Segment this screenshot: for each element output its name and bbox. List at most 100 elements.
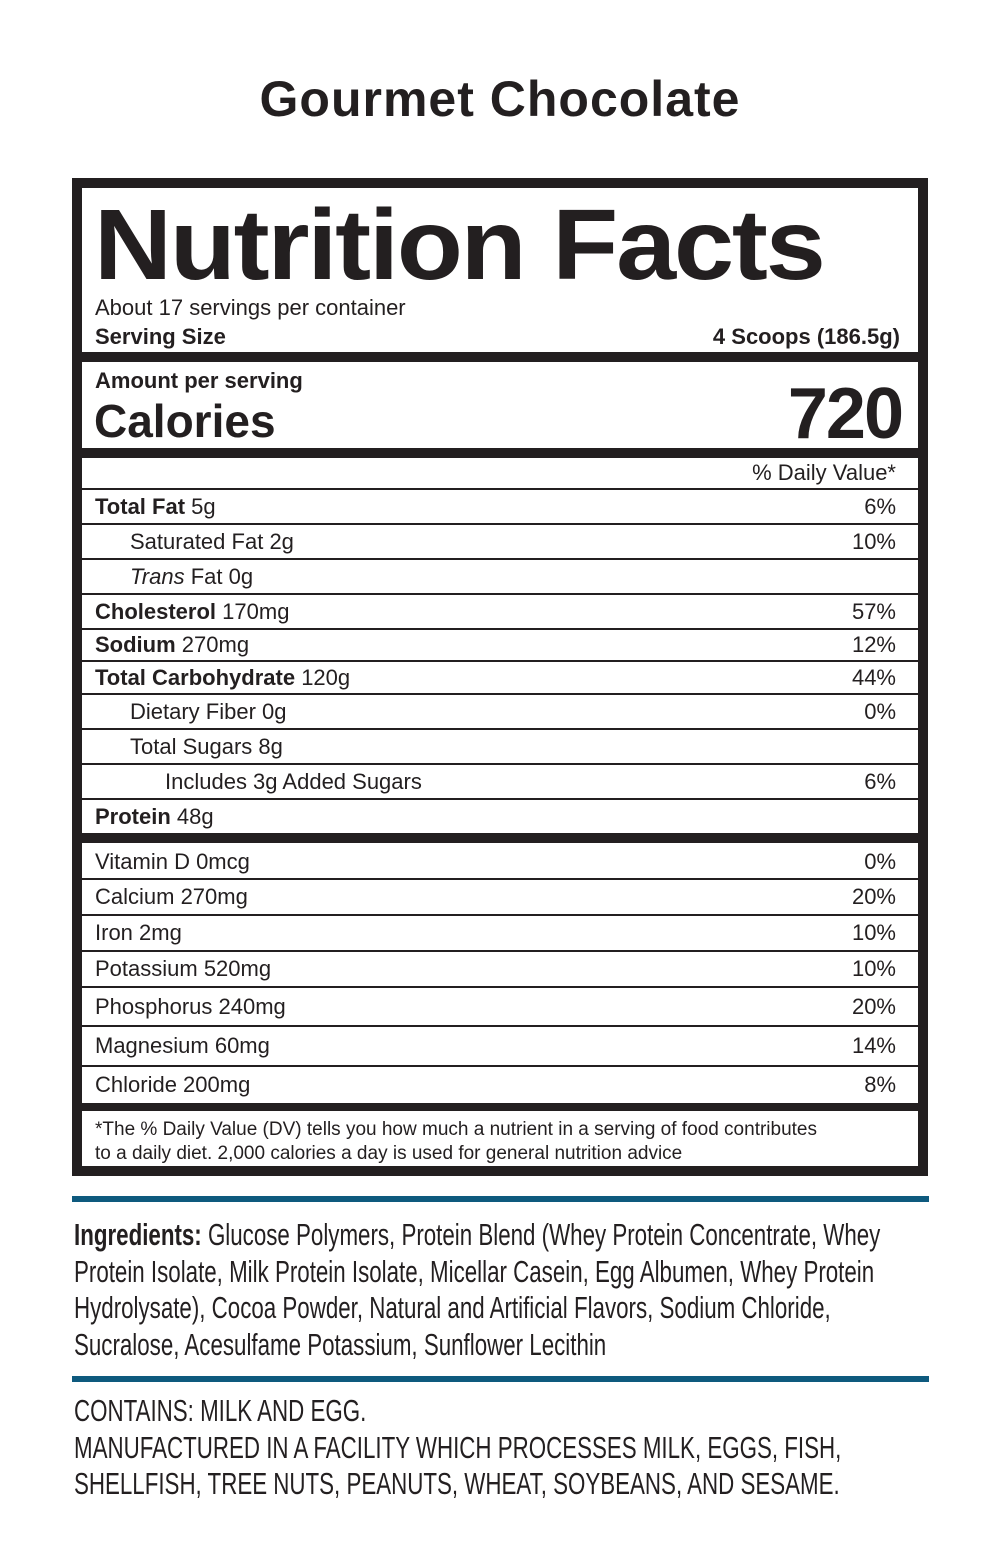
nutrient-label: Total Carbohydrate 120g [95,665,350,691]
nutrient-daily-value: 6% [864,493,896,519]
row-divider [82,488,918,490]
nutrient-label: Sodium 270mg [95,632,249,658]
thick-divider [82,448,918,458]
nutrient-name-suffix: Fat [190,563,223,589]
nutrient-row: Total Fat 5g 6% [82,490,918,523]
nutrient-label: Total Sugars 8g [130,734,283,760]
nutrient-label: Total Fat 5g [95,494,216,520]
nutrient-name: Total Fat [95,493,186,519]
nutrient-row: Total Sugars 8g [82,730,918,763]
nutrient-name: Cholesterol [95,598,217,624]
vitamin-daily-value: 10% [851,956,896,981]
nutrient-amount: 170mg [222,598,290,624]
nutrient-label: Dietary Fiber 0g [130,699,287,725]
row-divider [82,914,918,916]
row-divider [82,950,918,952]
vitamin-daily-value: 8% [864,1072,896,1097]
nutrient-name: Dietary Fiber [130,698,256,724]
serving-size-value: 4 Scoops (186.5g) [712,324,900,349]
row-divider [82,593,918,595]
nutrient-daily-value: 0% [864,698,896,724]
row-divider [82,986,918,988]
nutrient-name: Includes 3g Added Sugars [165,768,422,794]
vitamin-name: Potassium 520mg [95,956,272,981]
nutrient-name: Protein [95,803,171,829]
nutrient-amount: 8g [258,733,283,759]
thick-divider [82,352,918,362]
vitamin-name: Magnesium 60mg [95,1033,270,1058]
nutrient-row: Protein 48g [82,800,918,833]
vitamin-row: Vitamin D 0mcg 0% [82,845,918,878]
nutrient-daily-value: 10% [851,528,896,554]
nutrient-amount: 0g [228,563,254,589]
nutrient-row: Includes 3g Added Sugars 6% [82,765,918,798]
serving-size-label: Serving Size [95,324,226,349]
daily-value-header-row: % Daily Value* [82,458,918,488]
nutrient-daily-value: 6% [864,768,896,794]
row-divider [82,763,918,765]
nutrient-name: Sodium [95,632,176,657]
nutrition-facts-title: Nutrition Facts [94,189,826,301]
nutrient-amount: 2g [269,528,294,554]
vitamin-name: Vitamin D 0mcg [95,848,250,874]
footnote: *The % Daily Value (DV) tells you how mu… [95,1118,817,1166]
nutrient-daily-value: 57% [851,598,896,624]
vitamin-row: Chloride 200mg 8% [82,1067,918,1103]
vitamin-row: Iron 2mg 10% [82,916,918,950]
nutrient-label: Protein 48g [95,804,214,830]
vitamin-row: Calcium 270mg 20% [82,880,918,914]
nutrient-name: Trans [130,563,185,589]
allergens: CONTAINS: MILK AND EGG. MANUFACTURED IN … [74,1393,931,1503]
thick-divider [82,833,918,843]
row-divider [82,693,918,695]
vitamin-name: Calcium 270mg [95,884,248,909]
vitamin-name: Iron 2mg [95,920,182,945]
calories-value: 720 [787,374,904,454]
vitamin-daily-value: 10% [851,920,896,945]
nutrient-row: Trans Fat 0g [82,560,918,593]
row-divider [82,660,918,662]
nutrient-amount: 48g [176,803,214,829]
nutrient-amount: 120g [301,664,351,690]
row-divider [82,798,918,800]
vitamin-daily-value: 14% [851,1033,896,1058]
ingredients: Ingredients: Glucose Polymers, Protein B… [74,1217,931,1363]
ingredients-text: Glucose Polymers, Protein Blend (Whey Pr… [74,1217,881,1362]
facility-statement: MANUFACTURED IN A FACILITY WHICH PROCESS… [74,1429,842,1502]
servings-per-container: About 17 servings per container [95,295,406,320]
daily-value-header: % Daily Value* [752,460,896,485]
vitamin-name: Chloride 200mg [95,1072,251,1097]
nutrient-amount: 5g [191,493,216,519]
vitamin-row: Potassium 520mg 10% [82,952,918,986]
nutrient-name: Saturated Fat [130,528,264,554]
accent-rule [72,1376,929,1382]
footnote-line: to a daily diet. 2,000 calories a day is… [95,1143,683,1164]
nutrient-label: Cholesterol 170mg [95,599,289,625]
row-divider [82,728,918,730]
vitamin-row: Phosphorus 240mg 20% [82,988,918,1025]
accent-rule [72,1196,929,1202]
nutrient-daily-value: 44% [851,664,896,690]
nutrient-daily-value: 12% [851,632,896,657]
row-divider [82,1065,918,1067]
nutrient-row: Sodium 270mg 12% [82,630,918,660]
nutrient-amount: 270mg [181,632,250,657]
row-divider [82,878,918,880]
vitamin-name: Phosphorus 240mg [95,993,286,1019]
nutrient-label: Saturated Fat 2g [130,529,294,555]
nutrient-row: Saturated Fat 2g 10% [82,525,918,558]
nutrient-name: Total Sugars [130,733,253,759]
nutrition-facts-panel [72,178,928,1176]
footnote-line: *The % Daily Value (DV) tells you how mu… [95,1119,817,1140]
nutrient-label: Trans Fat 0g [130,564,253,590]
nutrient-row: Dietary Fiber 0g 0% [82,695,918,728]
row-divider [82,523,918,525]
row-divider [82,558,918,560]
thick-divider [82,1103,918,1111]
nutrient-row: Total Carbohydrate 120g 44% [82,662,918,693]
product-name: Gourmet Chocolate [259,71,741,127]
vitamin-daily-value: 20% [851,884,896,909]
contains-statement: CONTAINS: MILK AND EGG. [74,1393,367,1428]
amount-per-serving: Amount per serving [95,368,303,393]
nutrient-row: Cholesterol 170mg 57% [82,595,918,628]
